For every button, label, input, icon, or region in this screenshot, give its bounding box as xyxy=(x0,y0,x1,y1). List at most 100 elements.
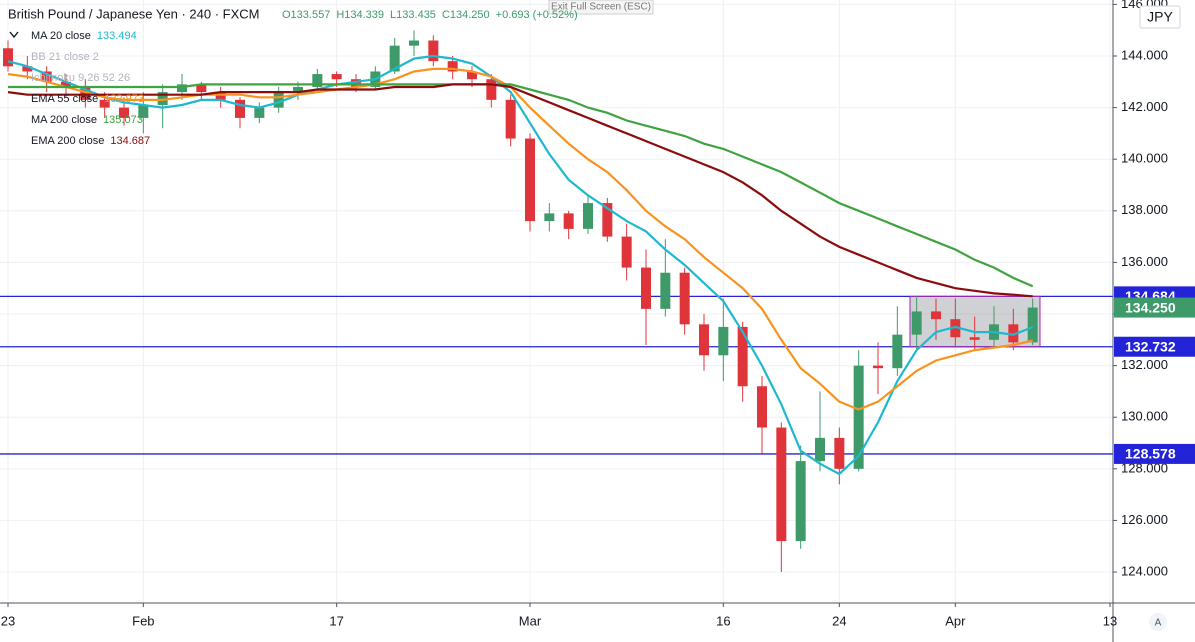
x-tick-label: 24 xyxy=(832,613,846,628)
candle-body xyxy=(892,334,903,369)
x-tick-label: 17 xyxy=(329,613,343,628)
legend: MA 20 close 133.494 BB 21 close 2 Ichimoku … xyxy=(9,30,150,147)
candle-body xyxy=(331,74,342,80)
ohlc-value: O133.557 xyxy=(282,9,330,21)
legend-value: 135.073 xyxy=(103,114,143,126)
candle-body xyxy=(776,427,787,542)
candle-body xyxy=(795,461,806,542)
candle-body xyxy=(177,84,187,93)
candle-body xyxy=(293,86,303,93)
price-label-bg xyxy=(1114,297,1195,318)
ohlc-value: +0.693 (+0.52%) xyxy=(496,9,578,21)
y-tick-label: 126.000 xyxy=(1121,512,1168,527)
exit-fullscreen-label: Exit Full Screen (ESC) xyxy=(551,2,651,13)
y-tick-label: 124.000 xyxy=(1121,563,1168,578)
x-tick-label: 16 xyxy=(716,613,730,628)
candle-body xyxy=(99,99,110,108)
candle-body xyxy=(447,61,458,72)
indicator-line xyxy=(7,83,1033,298)
candle-body xyxy=(1027,307,1038,343)
candle-body xyxy=(312,74,323,87)
candle-body xyxy=(119,107,129,118)
price-label: 134.250 xyxy=(1125,299,1176,315)
candle-body xyxy=(196,84,207,93)
legend-collapse-icon xyxy=(9,31,19,39)
auto-scale-label: A xyxy=(1155,618,1162,629)
candle-body xyxy=(3,48,13,67)
candle-body xyxy=(757,386,767,428)
legend-label: MA 200 close xyxy=(31,114,97,126)
indicator-line xyxy=(8,83,1034,288)
price-label: 128.578 xyxy=(1125,446,1176,462)
candle-body xyxy=(389,45,400,72)
candle-body xyxy=(80,86,91,100)
indicator-line xyxy=(7,67,1033,411)
candle-body xyxy=(41,71,52,82)
candle-body xyxy=(853,365,864,469)
exit-fullscreen-button[interactable] xyxy=(548,0,654,15)
auto-scale-button[interactable] xyxy=(1149,613,1167,631)
candle-body xyxy=(602,203,613,237)
y-tick-label: 140.000 xyxy=(1121,151,1168,166)
candle-body xyxy=(641,267,651,309)
price-axis-bg xyxy=(1113,0,1195,642)
x-tick-label: 13 xyxy=(1103,613,1117,628)
candle-body xyxy=(22,66,33,72)
candle-body xyxy=(428,40,439,62)
ohlc-value: H134.339 xyxy=(336,9,384,21)
ohlc-readout: O133.557 H134.339 L133.435 C134.250 +0.693 (… xyxy=(282,9,578,21)
candle-body xyxy=(583,203,593,229)
price-label: 132.732 xyxy=(1125,338,1176,354)
candle-body xyxy=(931,311,941,320)
grid xyxy=(0,0,1113,603)
candle-body xyxy=(273,92,284,108)
x-tick-label: Apr xyxy=(945,613,966,628)
candle-body xyxy=(815,437,825,462)
x-tick-label: Feb xyxy=(132,613,154,628)
candle-body xyxy=(409,40,419,46)
currency-box xyxy=(1139,5,1181,29)
overlay xyxy=(7,54,1034,476)
candle-body xyxy=(235,99,245,118)
candle-body xyxy=(911,311,922,335)
ohlc-value: C134.250 xyxy=(442,9,490,21)
chart-title: British Pound / Japanese Yen · 240 · FXC… xyxy=(8,6,259,21)
candle-body xyxy=(525,138,535,222)
legend-label: EMA 55 close xyxy=(31,93,98,105)
candle-body xyxy=(486,79,497,100)
legend-value: 134.687 xyxy=(110,135,150,147)
candle-body xyxy=(138,105,149,118)
x-tick-label: Mar xyxy=(519,613,542,628)
candle-body xyxy=(563,213,574,229)
indicator-line xyxy=(7,54,1034,476)
candle-body xyxy=(544,213,555,222)
candle-body xyxy=(157,92,168,106)
axes: 124.000126.000128.000130.000132.000134.0… xyxy=(1,0,1195,628)
y-tick-label: 136.000 xyxy=(1121,254,1168,269)
price-label-bg xyxy=(1114,336,1195,357)
candle-body xyxy=(351,79,361,87)
candle-body xyxy=(467,71,477,80)
x-tick-label: 23 xyxy=(1,613,15,628)
y-tick-label: 144.000 xyxy=(1121,47,1168,62)
y-tick-label: 132.000 xyxy=(1121,357,1168,372)
time-axis-bg xyxy=(0,603,1113,642)
price-label-bg xyxy=(1114,443,1195,464)
candle-body xyxy=(679,272,690,325)
candle-body xyxy=(215,92,226,100)
candle-body xyxy=(1008,324,1019,343)
legend-value: 133.494 xyxy=(97,30,137,42)
candle-body xyxy=(505,99,516,139)
legend-label: BB 21 close 2 xyxy=(31,51,99,63)
candle-body xyxy=(834,437,845,469)
candle-body xyxy=(718,326,729,356)
legend-value: 132.973 xyxy=(104,93,144,105)
candle-body xyxy=(950,319,961,338)
y-tick-label: 138.000 xyxy=(1121,202,1168,217)
y-tick-label: 146.000 xyxy=(1121,0,1168,11)
candle-body xyxy=(660,272,671,309)
candle-body xyxy=(254,107,265,118)
